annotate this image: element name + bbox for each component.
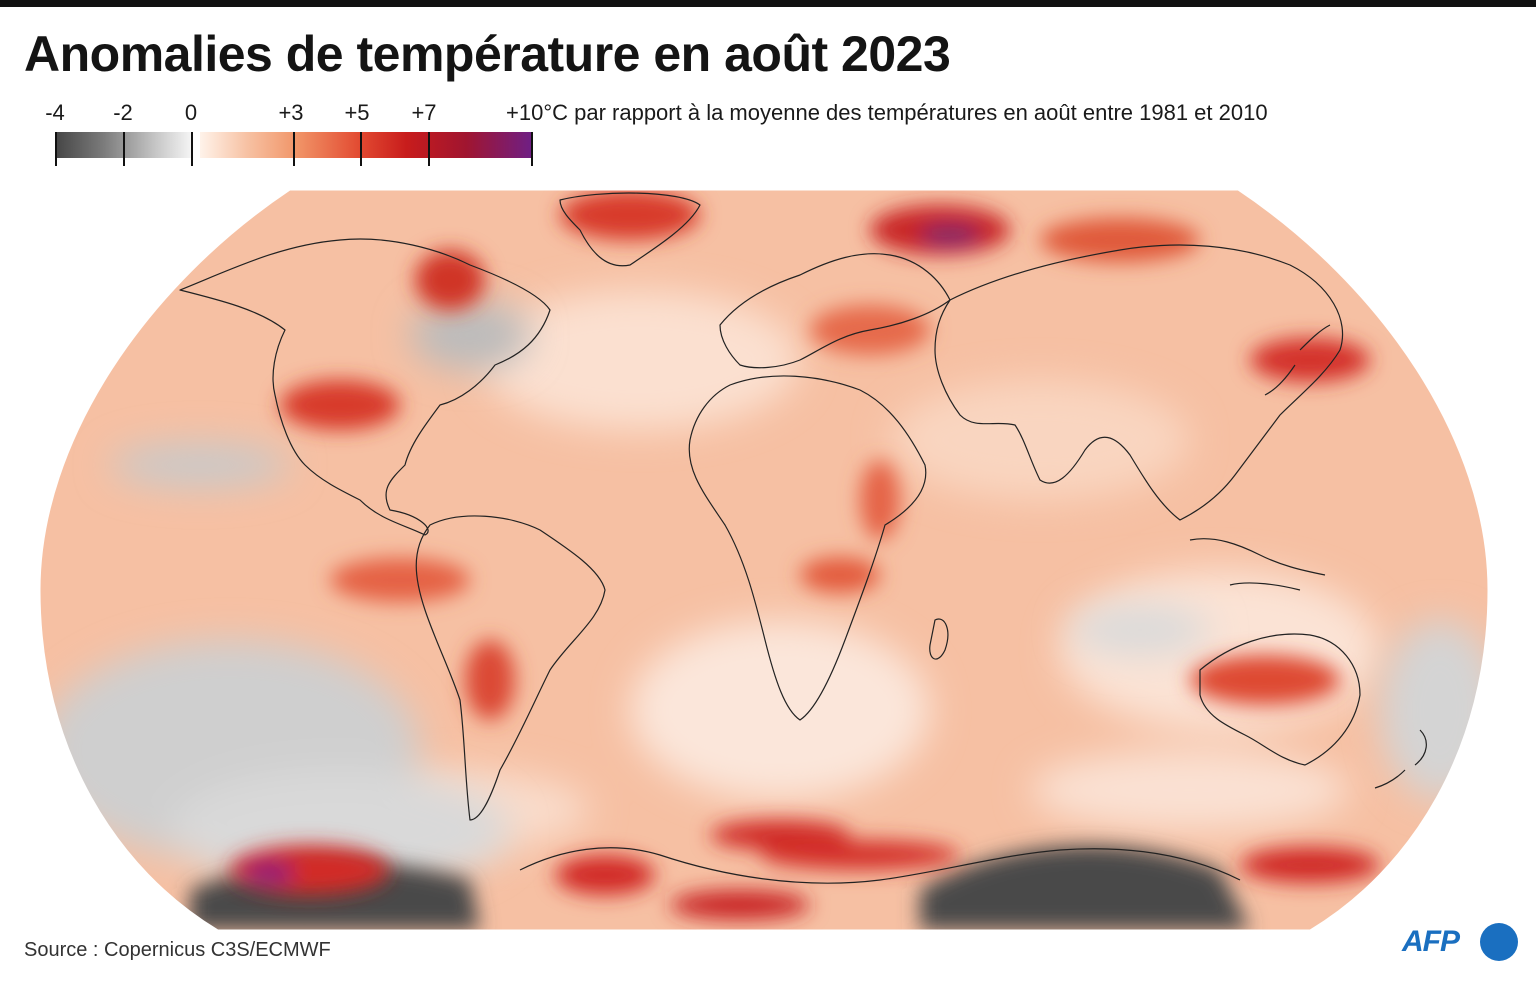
world-anomaly-map xyxy=(40,190,1488,930)
south-america-outline xyxy=(415,515,606,821)
legend-tick-label: 0 xyxy=(184,100,198,125)
madagascar-outline xyxy=(929,618,949,660)
colorbar-tick xyxy=(191,132,193,166)
north-america-outline xyxy=(179,238,551,536)
legend-tick-label: -2 xyxy=(113,100,133,125)
europe-outline xyxy=(719,253,951,369)
colorbar-tick xyxy=(428,132,430,166)
legend-tick-label: +3 xyxy=(278,100,304,125)
colorbar-tick xyxy=(123,132,125,166)
colorbar-tick xyxy=(55,132,57,166)
africa-outline xyxy=(688,375,927,721)
asia-outline xyxy=(934,244,1344,521)
new-zealand-outline xyxy=(1374,729,1427,789)
map-frame xyxy=(40,190,1488,930)
colorbar-positive-ramp xyxy=(200,132,533,158)
coastlines xyxy=(179,192,1427,884)
greenland-outline xyxy=(559,192,701,267)
source-credit: Source : Copernicus C3S/ECMWF xyxy=(24,939,331,961)
japan-outline xyxy=(1264,324,1331,396)
anomaly-hotspots xyxy=(230,190,1380,920)
legend-tick-label: +5 xyxy=(344,100,370,125)
colorbar-tick xyxy=(531,132,533,166)
map-title: Anomalies de température en août 2023 xyxy=(24,26,951,82)
legend-caption: +10°C par rapport à la moyenne des tempé… xyxy=(506,100,1268,125)
southeast-asia-islands-outline xyxy=(1189,538,1326,591)
colorbar-tick xyxy=(293,132,295,166)
afp-logo-dot xyxy=(1480,923,1518,961)
anomaly-negative-zones xyxy=(40,300,1488,890)
top-rule xyxy=(0,0,1536,7)
afp-logo-text: AFP xyxy=(1402,925,1460,958)
legend-tick-label: -4 xyxy=(45,100,65,125)
legend-tick-label: +7 xyxy=(411,100,437,125)
colorbar-tick xyxy=(360,132,362,166)
australia-outline xyxy=(1199,633,1361,766)
antarctica-outline xyxy=(519,847,1241,884)
legend-colorbar xyxy=(55,132,533,166)
color-legend: -4 -2 0 +3 +5 +7 +10°C par rapport à la … xyxy=(0,96,1536,176)
